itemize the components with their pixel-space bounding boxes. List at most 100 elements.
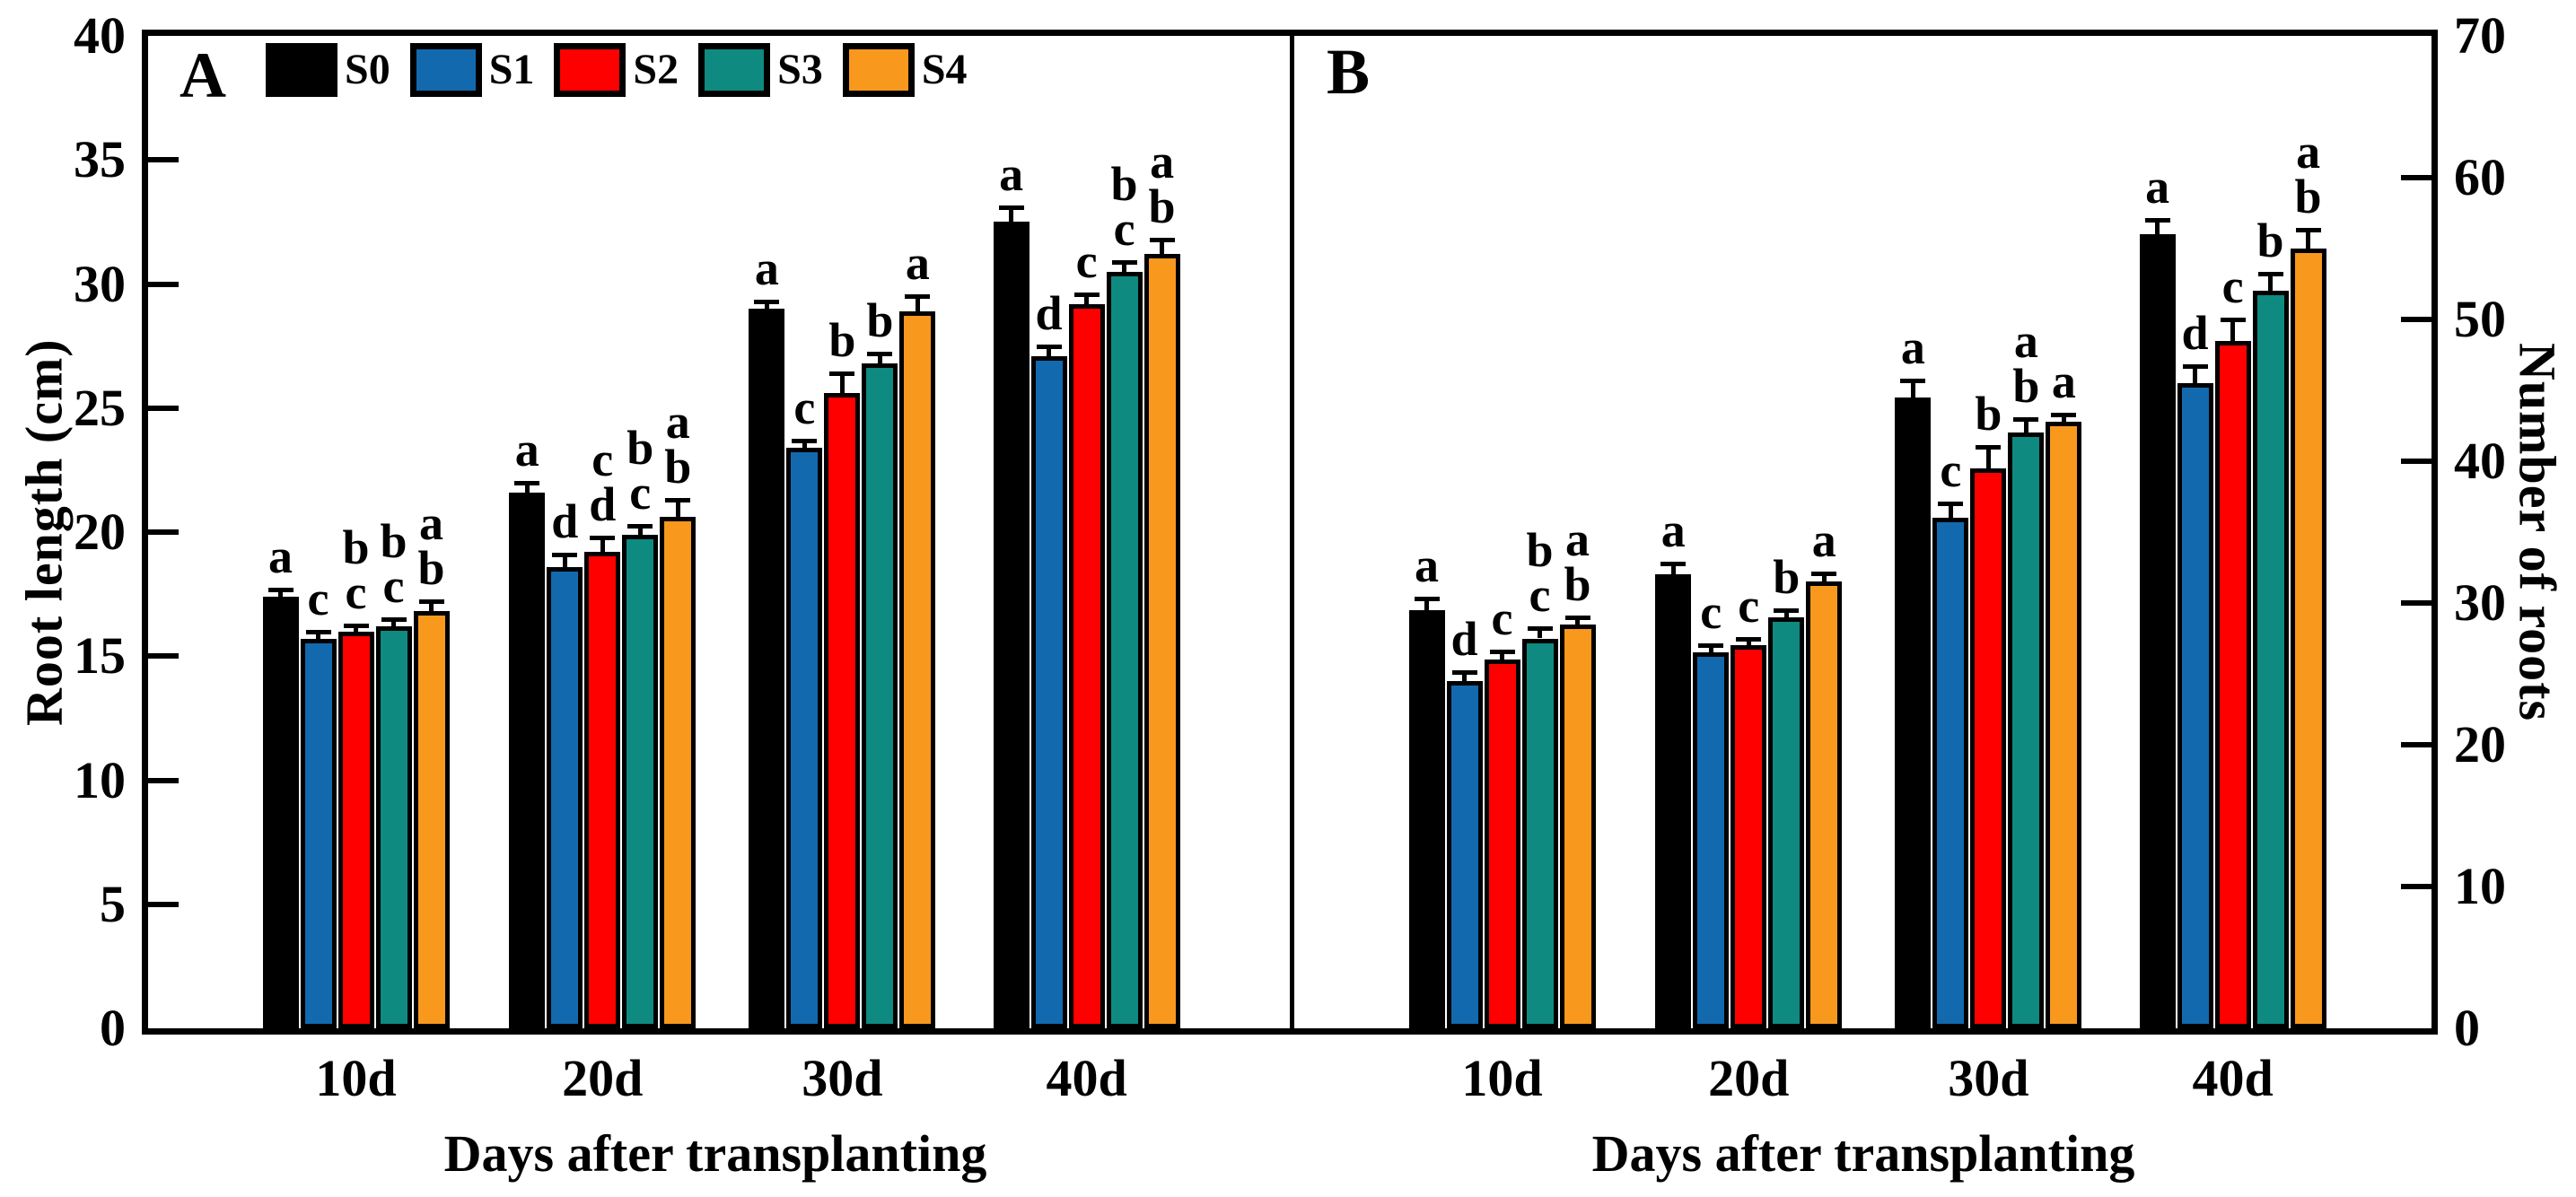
bar-S2-30d-A: [824, 393, 861, 1028]
x-category-A-30d: 30d: [802, 1049, 883, 1107]
error-cap-S3-30d-B: [2013, 416, 2039, 422]
error-cap-S2-40d-A: [1073, 292, 1100, 297]
y-tick-label-A-10: 10: [74, 750, 126, 809]
error-bar-S4-10d-A: [429, 601, 434, 612]
y-tick-A-20: [148, 529, 179, 535]
error-cap-S0-40d-B: [2144, 218, 2170, 223]
bar-S4-20d-A: [660, 517, 697, 1028]
bar-S0-10d-B: [1408, 609, 1445, 1028]
error-bar-S3-40d-B: [2268, 274, 2274, 292]
y-tick-label-B-70: 70: [2454, 6, 2506, 65]
bar-S1-40d-A: [1030, 355, 1067, 1028]
y-tick-label-A-30: 30: [74, 254, 126, 313]
error-cap-S1-30d-A: [792, 438, 818, 443]
legend-swatch-S3: [698, 43, 771, 97]
legend-label-S1: S1: [488, 46, 535, 93]
legend: S0 S1 S2 S3 S4: [266, 43, 968, 97]
bar-S2-20d-B: [1730, 645, 1767, 1028]
sig-letter-S1-20d-B: c: [1700, 585, 1722, 640]
panel-divider: [1290, 30, 1294, 1035]
bar-S2-30d-B: [1970, 467, 2007, 1028]
error-cap-S1-30d-B: [1938, 502, 1964, 507]
sig-letter-S1-40d-B: d: [2181, 306, 2209, 361]
sig-letter-S4-30d-B: a: [2051, 354, 2076, 408]
sig-letter-S0-40d-B: a: [2145, 160, 2170, 214]
error-cap-S4-40d-B: [2295, 228, 2321, 233]
error-bar-S0-30d-A: [764, 301, 769, 310]
error-bar-S2-10d-A: [354, 625, 358, 632]
sig-letter-S3-20d-B: b: [1773, 549, 1801, 604]
error-cap-S4-40d-A: [1149, 237, 1175, 242]
sig-letter-S1-30d-A: c: [793, 380, 816, 434]
y-tick-label-A-40: 40: [74, 6, 126, 65]
error-bar-S2-30d-A: [839, 373, 845, 394]
bar-S1-30d-B: [1932, 518, 1969, 1028]
legend-label-S0: S0: [345, 46, 390, 93]
bar-S1-20d-A: [547, 566, 583, 1028]
y-tick-label-B-50: 50: [2454, 290, 2506, 348]
y-tick-A-25: [148, 405, 179, 411]
error-cap-S0-10d-B: [1414, 597, 1440, 602]
error-cap-S0-30d-A: [754, 299, 780, 304]
sig-letter-S1-30d-B: c: [1940, 443, 1962, 498]
legend-item-S2: S2: [554, 43, 679, 97]
bar-S3-10d-A: [375, 626, 412, 1028]
y-tick-A-5: [148, 901, 179, 907]
error-bar-S3-40d-A: [1122, 261, 1127, 272]
error-cap-S3-10d-B: [1527, 626, 1553, 632]
error-cap-S2-30d-B: [1976, 445, 2002, 450]
bar-S1-20d-B: [1693, 652, 1730, 1028]
bar-S3-10d-B: [1521, 638, 1558, 1028]
error-bar-S1-30d-B: [1948, 503, 1953, 519]
bar-S4-40d-B: [2290, 249, 2326, 1028]
sig-letter-S0-10d-B: a: [1415, 538, 1439, 593]
bar-S0-30d-B: [1895, 397, 1932, 1028]
sig-letter-S1-20d-A: d: [551, 494, 579, 548]
sig-letter-S2-20d-B: c: [1738, 578, 1760, 633]
error-cap-S2-10d-A: [343, 623, 369, 628]
y-tick-A-35: [148, 157, 179, 163]
sig-letter-S3-40d-B: b: [2256, 214, 2284, 268]
x-axis-title-b: Days after transplanting: [1591, 1124, 2135, 1183]
bar-S3-20d-B: [1768, 616, 1805, 1028]
error-bar-S0-10d-B: [1424, 598, 1429, 610]
error-bar-S4-10d-B: [1575, 616, 1580, 625]
error-cap-S4-30d-B: [2051, 412, 2077, 417]
sig-letter-S2-40d-A: c: [1075, 233, 1098, 288]
error-cap-S0-20d-B: [1660, 561, 1687, 566]
error-bar-S2-20d-B: [1746, 638, 1751, 646]
bar-S0-40d-A: [993, 222, 1030, 1028]
error-bar-S1-10d-B: [1462, 672, 1467, 681]
bar-S0-40d-B: [2139, 234, 2176, 1028]
error-cap-S0-40d-A: [998, 205, 1024, 210]
error-cap-S4-10d-B: [1564, 615, 1590, 620]
error-cap-S1-10d-A: [305, 629, 331, 634]
error-bar-S0-20d-A: [524, 482, 530, 493]
error-bar-S3-30d-A: [877, 353, 882, 363]
y-tick-B-40: [2401, 459, 2431, 464]
error-bar-S0-40d-B: [2155, 220, 2160, 235]
y-tick-label-A-15: 15: [74, 626, 126, 686]
error-bar-S1-20d-B: [1708, 645, 1713, 653]
error-cap-S2-10d-B: [1489, 649, 1515, 654]
x-category-B-20d: 20d: [1708, 1049, 1790, 1107]
error-bar-S3-10d-B: [1538, 628, 1542, 639]
panel-label-b: B: [1327, 36, 1371, 108]
x-category-B-40d: 40d: [2192, 1049, 2274, 1107]
sig-letter-S2-40d-B: c: [2221, 259, 2244, 313]
error-bar-S0-10d-A: [278, 589, 283, 597]
error-bar-S0-20d-B: [1670, 563, 1676, 575]
error-bar-S0-40d-A: [1009, 206, 1014, 223]
bar-S4-30d-A: [899, 310, 936, 1028]
bar-S0-20d-B: [1655, 574, 1692, 1028]
error-cap-S4-20d-A: [665, 498, 691, 503]
legend-label-S2: S2: [633, 46, 679, 93]
error-cap-S1-10d-B: [1451, 670, 1477, 676]
error-cap-S4-30d-A: [905, 294, 931, 300]
sig-letter-S0-10d-A: a: [268, 529, 293, 583]
bar-S0-30d-A: [749, 309, 785, 1028]
legend-swatch-S1: [409, 43, 482, 97]
